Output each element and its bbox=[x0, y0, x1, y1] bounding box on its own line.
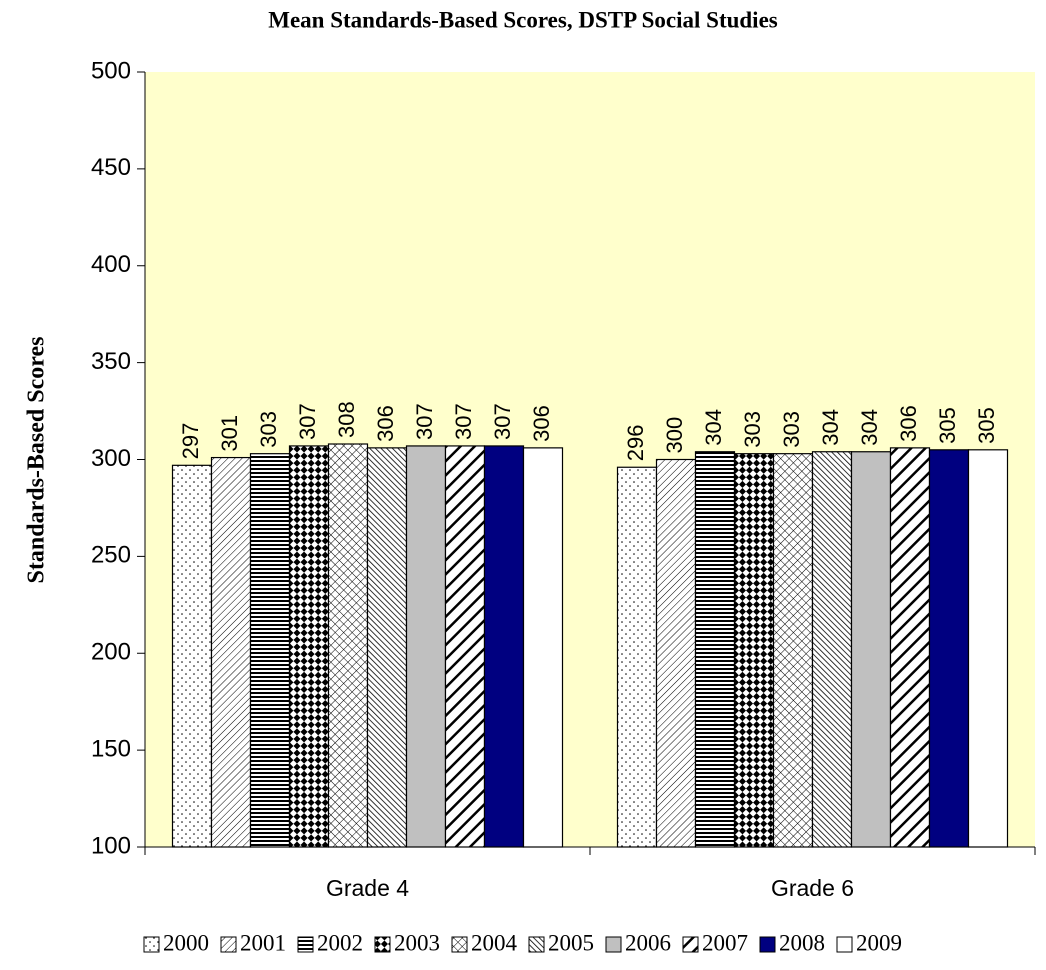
data-label: 304 bbox=[857, 409, 882, 446]
data-label: 307 bbox=[451, 403, 476, 440]
bar bbox=[889, 447, 931, 848]
data-label: 307 bbox=[490, 403, 515, 440]
y-tick-label: 100 bbox=[91, 832, 131, 859]
data-label: 306 bbox=[373, 405, 398, 442]
data-label: 303 bbox=[779, 411, 804, 448]
legend-swatch bbox=[682, 936, 699, 953]
legend-label: 2005 bbox=[548, 930, 594, 955]
y-tick-label: 300 bbox=[91, 445, 131, 472]
bar bbox=[967, 449, 1009, 848]
legend-swatch bbox=[528, 936, 545, 953]
legend: 2000 2001 2002 2003 2004 2005 2006 2007 2008 2009 bbox=[143, 930, 902, 955]
data-label: 300 bbox=[662, 417, 687, 454]
legend-label: 2001 bbox=[240, 930, 286, 955]
bar bbox=[811, 451, 853, 848]
data-label: 304 bbox=[701, 409, 726, 446]
legend-label: 2003 bbox=[394, 930, 440, 955]
bar bbox=[366, 447, 408, 848]
bar bbox=[772, 453, 814, 848]
legend-label: 2002 bbox=[317, 930, 363, 955]
bar bbox=[405, 445, 447, 848]
data-label: 306 bbox=[896, 405, 921, 442]
legend-label: 2004 bbox=[471, 930, 518, 955]
legend-swatch bbox=[143, 936, 160, 953]
data-label: 297 bbox=[178, 423, 203, 460]
y-tick-label: 200 bbox=[91, 639, 131, 666]
y-tick-label: 400 bbox=[91, 251, 131, 278]
data-label: 305 bbox=[974, 407, 999, 444]
data-label: 305 bbox=[935, 407, 960, 444]
x-tick-label: Grade 6 bbox=[771, 875, 854, 901]
data-label: 308 bbox=[334, 401, 359, 438]
bar bbox=[249, 453, 291, 848]
legend-swatch bbox=[605, 936, 622, 953]
bar bbox=[171, 464, 213, 848]
y-axis-label: Standards-Based Scores bbox=[24, 337, 50, 584]
bar bbox=[850, 451, 892, 848]
data-label: 303 bbox=[740, 411, 765, 448]
bar bbox=[483, 445, 525, 848]
data-label: 307 bbox=[295, 403, 320, 440]
legend-swatch bbox=[836, 936, 853, 953]
y-tick-label: 150 bbox=[91, 735, 131, 762]
data-label: 306 bbox=[529, 405, 554, 442]
bar bbox=[733, 453, 775, 848]
bar bbox=[288, 445, 330, 848]
data-label: 303 bbox=[256, 411, 281, 448]
legend-label: 2007 bbox=[702, 930, 748, 955]
bar bbox=[655, 458, 697, 848]
data-label: 307 bbox=[412, 403, 437, 440]
y-tick-label: 250 bbox=[91, 542, 131, 569]
y-tick-label: 500 bbox=[91, 57, 131, 84]
bar bbox=[616, 466, 658, 848]
bar bbox=[210, 456, 252, 848]
x-tick-label: Grade 4 bbox=[326, 875, 409, 901]
legend-swatch bbox=[297, 936, 314, 953]
legend-swatch bbox=[759, 936, 776, 953]
data-label: 304 bbox=[818, 409, 843, 446]
bar bbox=[327, 443, 369, 848]
bar bbox=[522, 447, 564, 848]
legend-swatch bbox=[220, 936, 237, 953]
data-label: 296 bbox=[623, 425, 648, 462]
legend-swatch bbox=[451, 936, 468, 953]
legend-label: 2000 bbox=[163, 930, 209, 955]
bar bbox=[694, 451, 736, 848]
legend-label: 2009 bbox=[856, 930, 902, 955]
data-label: 301 bbox=[217, 415, 242, 452]
y-tick-label: 450 bbox=[91, 154, 131, 181]
chart-title: Mean Standards-Based Scores, DSTP Social… bbox=[268, 7, 778, 32]
legend-swatch bbox=[374, 936, 391, 953]
legend-label: 2008 bbox=[779, 930, 825, 955]
y-tick-label: 350 bbox=[91, 348, 131, 375]
bar bbox=[928, 449, 970, 848]
legend-label: 2006 bbox=[625, 930, 671, 955]
bar bbox=[444, 445, 486, 848]
